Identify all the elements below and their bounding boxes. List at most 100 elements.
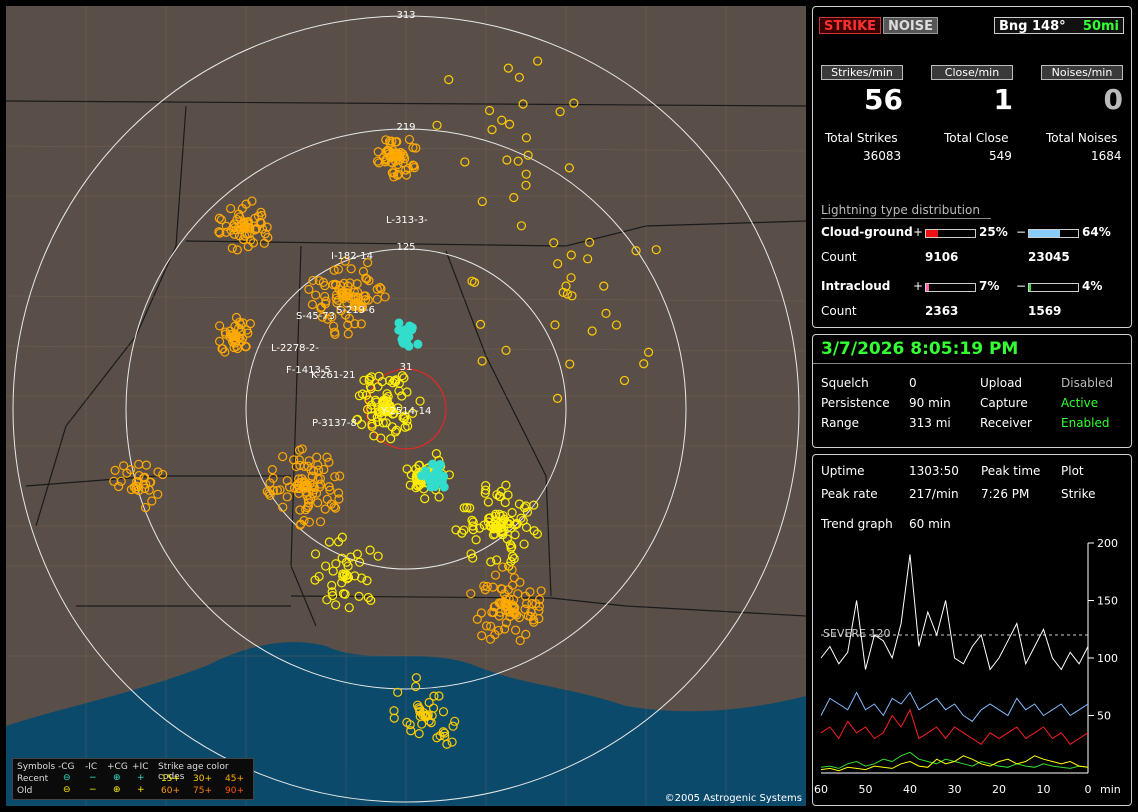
legend-recent-nic-icon: − bbox=[89, 773, 97, 783]
legend-type-ncg: -CG bbox=[58, 762, 75, 772]
strike-dot bbox=[496, 527, 507, 537]
strike-dot bbox=[509, 192, 519, 203]
cg-minus-pct: 64% bbox=[1082, 225, 1111, 239]
strike-dot bbox=[585, 237, 595, 247]
strike-dot bbox=[533, 56, 543, 66]
strike-dot bbox=[407, 408, 418, 418]
strike-dot bbox=[389, 376, 400, 386]
strike-dot bbox=[484, 105, 495, 116]
strike-dot bbox=[376, 433, 386, 443]
storm-label[interactable]: P-3137-8 bbox=[312, 418, 357, 429]
strike-dot bbox=[226, 203, 236, 214]
strike-dot bbox=[362, 274, 372, 284]
legend-recent-age-1: 15+ bbox=[161, 774, 180, 784]
strike-dot bbox=[344, 602, 354, 613]
strike-dot bbox=[525, 587, 535, 597]
strike-dot bbox=[294, 445, 305, 455]
strike-dot bbox=[275, 485, 285, 495]
strike-dot bbox=[499, 589, 510, 599]
strike-dot bbox=[236, 320, 246, 330]
persistence-value: 90 min bbox=[909, 396, 951, 410]
trend-series-line bbox=[820, 691, 1089, 722]
storm-label[interactable]: I-182-14 bbox=[331, 251, 373, 262]
strike-dot bbox=[498, 562, 508, 572]
strike-dot bbox=[301, 505, 311, 515]
strike-tab[interactable]: STRIKE bbox=[819, 17, 882, 34]
strike-dot bbox=[380, 292, 390, 302]
strike-dot bbox=[110, 465, 120, 476]
strike-dot bbox=[382, 146, 392, 156]
strike-dot bbox=[492, 555, 502, 565]
legend-old-age-2: 75+ bbox=[193, 786, 212, 796]
legend-old-pcg-icon: ⊕ bbox=[113, 785, 121, 795]
cg-plus-count: 9106 bbox=[925, 250, 959, 264]
strike-dot bbox=[245, 223, 255, 233]
strike-dot bbox=[472, 614, 482, 624]
legend-recent-pic-icon: + bbox=[137, 773, 145, 783]
legend-old-age-3: 90+ bbox=[225, 786, 244, 796]
severe-label: SEVERE 120 bbox=[823, 627, 891, 640]
plot-value[interactable]: Strike bbox=[1061, 487, 1096, 501]
strike-dot bbox=[387, 136, 397, 146]
ic-minus-sign: − bbox=[1016, 279, 1027, 293]
lightning-map[interactable]: 313 219 125 31 L-313-3- I-182-14 S-219-6 S-45-… bbox=[6, 6, 806, 806]
copyright: ©2005 Astrogenic Systems bbox=[664, 793, 802, 804]
strike-dot bbox=[393, 687, 403, 697]
strike-dot bbox=[139, 473, 149, 483]
receiver-label: Receiver bbox=[980, 416, 1032, 430]
storm-label[interactable]: L-313-3- bbox=[386, 215, 428, 226]
strike-dot bbox=[335, 280, 346, 291]
y-tick-label: 100 bbox=[1097, 652, 1118, 665]
strike-dot bbox=[241, 199, 251, 209]
storm-label[interactable]: K-261-21 bbox=[311, 370, 356, 381]
strike-dot bbox=[372, 284, 382, 294]
strike-dot bbox=[502, 601, 512, 611]
strike-dot bbox=[505, 516, 515, 526]
strike-dot bbox=[324, 482, 334, 492]
strike-dot bbox=[330, 279, 341, 289]
uptime-value: 1303:50 bbox=[909, 464, 959, 478]
cg-minus-sign: − bbox=[1016, 225, 1027, 239]
strike-dot bbox=[245, 235, 256, 245]
strike-dot bbox=[325, 485, 335, 495]
strike-dot bbox=[400, 422, 410, 432]
strike-dot bbox=[496, 486, 506, 496]
strike-dot bbox=[521, 501, 531, 511]
x-axis-label: min bbox=[1100, 783, 1121, 796]
storm-label[interactable]: L-2278-2- bbox=[271, 343, 319, 354]
strike-dot bbox=[493, 625, 504, 636]
strike-dot bbox=[564, 163, 574, 173]
strike-dot bbox=[226, 225, 236, 235]
storm-label[interactable]: F-1413-5 bbox=[286, 365, 331, 376]
strike-dot bbox=[238, 318, 248, 328]
noise-tab[interactable]: NOISE bbox=[883, 17, 939, 34]
strike-dot bbox=[431, 449, 442, 459]
storm-label[interactable]: S-219-6 bbox=[336, 305, 375, 316]
strike-dot bbox=[481, 621, 492, 631]
strike-dot bbox=[321, 561, 331, 571]
strike-dot bbox=[312, 452, 322, 462]
strike-dot bbox=[322, 452, 332, 462]
storm-label[interactable]: S-45-73 bbox=[296, 311, 335, 322]
strike-dot bbox=[346, 552, 356, 562]
strike-dot bbox=[428, 703, 439, 713]
strike-dot bbox=[214, 227, 224, 237]
strike-dot bbox=[567, 291, 577, 301]
strike-dot bbox=[122, 468, 132, 478]
storm-label[interactable]: Y-2514-14 bbox=[380, 406, 431, 417]
strike-dot bbox=[384, 375, 395, 386]
map-canvas: 313 219 125 31 L-313-3- I-182-14 S-219-6S-45-… bbox=[6, 6, 806, 806]
strike-dot bbox=[494, 491, 504, 501]
trend-graph-label: Trend graph bbox=[821, 517, 893, 531]
capture-label: Capture bbox=[980, 396, 1028, 410]
persistence-label: Persistence bbox=[821, 396, 890, 410]
cg-plus-bar bbox=[925, 229, 976, 238]
strike-dot bbox=[375, 282, 385, 293]
bearing-box: Bng 148° 50mi bbox=[994, 17, 1124, 34]
strike-dot bbox=[466, 589, 476, 599]
legend-recent-age-2: 30+ bbox=[193, 774, 212, 784]
strike-dot bbox=[324, 537, 334, 547]
strike-dot bbox=[331, 293, 341, 303]
strike-dot bbox=[415, 396, 425, 406]
